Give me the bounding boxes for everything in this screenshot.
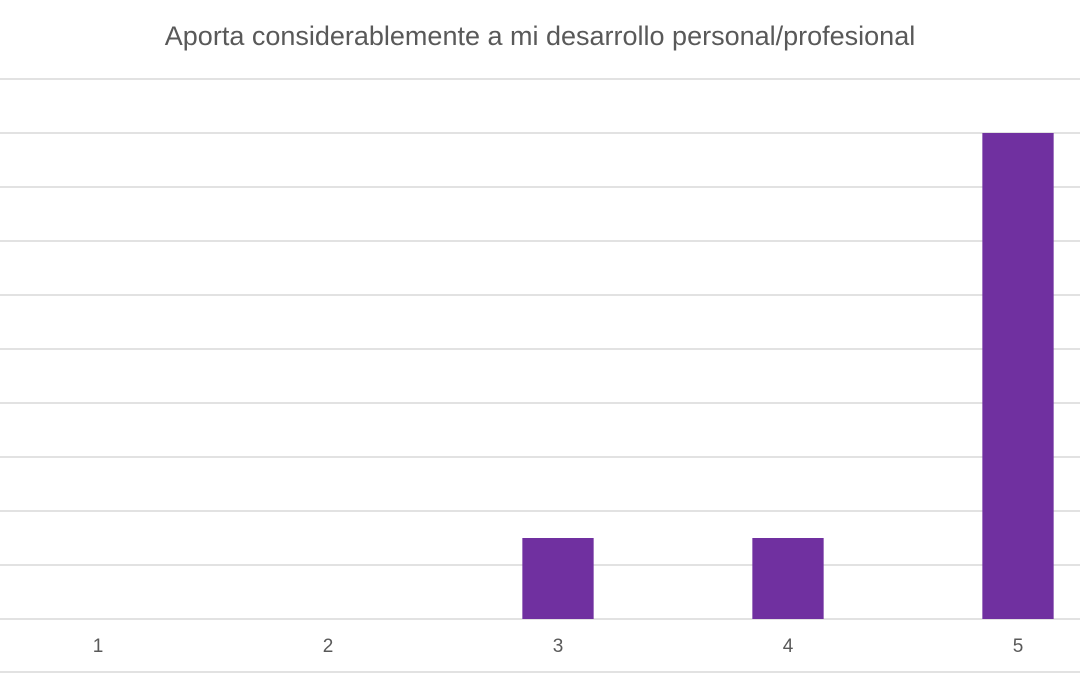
x-tick-label: 2 [323,636,334,657]
chart-title: Aporta considerablemente a mi desarrollo… [165,21,915,51]
x-tick-label: 3 [553,636,564,657]
bar [522,538,594,619]
bar [982,133,1054,619]
x-tick-label: 5 [1013,636,1024,657]
x-tick-label: 4 [783,636,794,657]
x-tick-label: 1 [93,636,104,657]
bar [752,538,824,619]
